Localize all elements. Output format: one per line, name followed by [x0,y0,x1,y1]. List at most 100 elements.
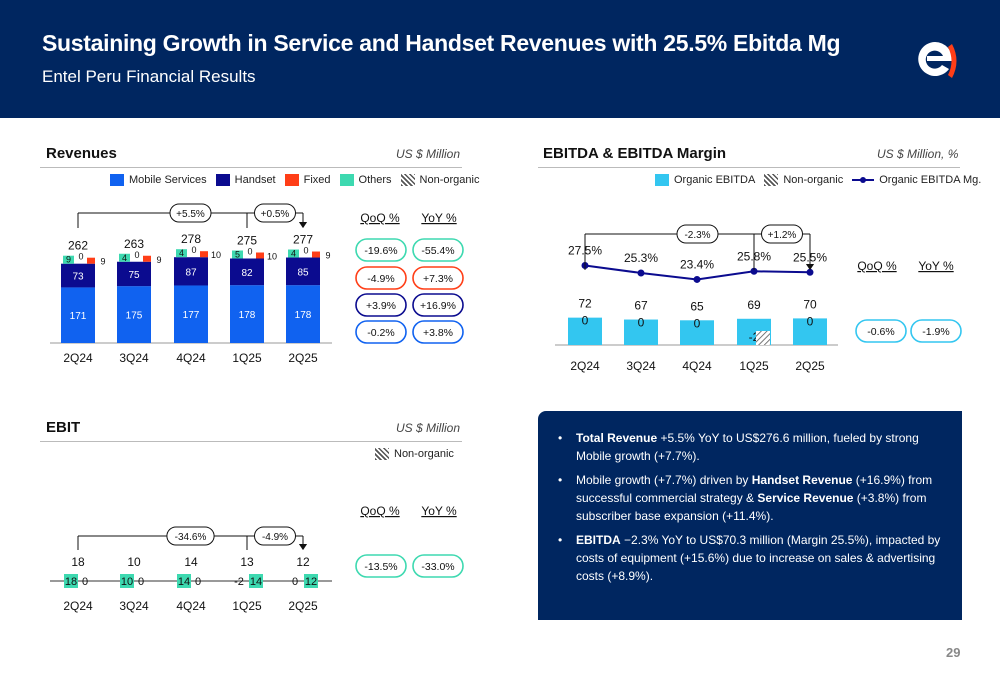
ebit-bar [64,574,78,588]
summary-bullet-revenue: Total Revenue +5.5% YoY to US$276.6 mill… [558,429,944,465]
summary-bullet-mobile: Mobile growth (+7.7%) driven by Handset … [558,471,944,525]
rev-bar-others [119,253,130,262]
rev-qoq-pill-label: +3.9% [366,300,396,312]
rev-bar-handset [174,257,208,286]
ebit-growth-yoy-pill [166,526,215,546]
ebit-nonorganic-label: 0 [82,576,88,588]
ebitda-growth-yoy-pill [676,224,719,244]
ebit-bar [249,574,263,588]
rev-mobile-label: 178 [295,310,312,321]
bullet-text: (+3.8%) from subscriber base expansion (… [576,491,927,523]
ebitda-total-label: 69 [747,298,761,312]
rev-qoq-pill-label: -19.6% [364,245,397,257]
rev-bar-others [176,249,187,258]
ebit-total-label: 10 [127,555,141,569]
ebitda-legend: Organic EBITDA Non-organic Organic EBITD… [655,174,990,186]
ebit-category-label: 2Q25 [288,599,318,613]
ebitda-category-label: 2Q25 [795,359,825,373]
ebit-growth-qoq-pill [254,526,296,546]
rev-mobile-label: 171 [70,311,87,322]
rev-category-label: 1Q25 [232,351,262,365]
rev-qoq-pill [355,266,407,290]
rev-bar-others [63,255,74,264]
rev-nonorganic-label: 0 [78,252,83,262]
rev-handset-label: 73 [72,272,84,283]
ebitda-total-label: 72 [578,297,592,311]
rev-fixed-label: 10 [267,252,277,262]
rev-qoq-pill-label: -4.9% [367,273,394,285]
rev-fixed-label: 10 [211,250,221,260]
legend-mobile-services: Mobile Services [110,174,207,186]
ebitda-margin-label: 25.3% [624,251,658,265]
rev-others-label: 4 [122,253,127,263]
rev-others-label: 5 [235,250,240,260]
legend-label: Organic EBITDA [674,174,756,186]
rev-total-label: 278 [181,232,201,246]
rev-bar-mobile [117,286,151,343]
rev-mobile-label: 177 [183,310,200,321]
rev-bar-mobile [61,287,95,343]
ebit-qoq-pill [355,554,407,578]
legend-label: Non-organic [783,174,844,186]
ebitda-category-label: 3Q24 [626,359,656,373]
ebit-category-label: 4Q24 [176,599,206,613]
ebitda-growth-yoy-arrow [806,264,814,270]
ebit-nonorganic-label: 0 [195,576,201,588]
rev-total-label: 262 [68,239,88,253]
revenues-legend: Mobile Services Handset Fixed Others Non… [110,174,488,186]
rev-yoy-pill-label: +7.3% [423,273,453,285]
rev-fixed-label: 9 [100,257,105,267]
rev-handset-label: 87 [185,267,197,278]
ebit-qoq-pill-label: -13.5% [364,561,397,573]
ebitda-growth-yoy-label: -2.3% [684,230,710,241]
rev-bar-handset [117,261,151,287]
ebit-category-label: 3Q24 [119,599,149,613]
ebit-unit: US $ Million [396,421,461,435]
ebitda-margin-point [806,268,814,276]
ebit-nonorganic-label: 0 [138,576,144,588]
rev-total-label: 275 [237,234,257,248]
rev-handset-label: 85 [297,267,309,278]
ebit-title: EBIT [46,419,81,436]
legend-label: Non-organic [394,448,454,460]
rev-growth-qoq-arrow [299,222,307,228]
legend-label: Handset [234,174,276,186]
ebit-bar [304,574,318,588]
ebitda-growth-qoq-arrow [806,264,814,270]
ebitda-qoq-header: QoQ % [857,259,897,273]
rev-category-label: 2Q24 [63,351,93,365]
ebit-bar [120,574,134,588]
ebit-yoy-header: YoY % [421,504,457,518]
others-swatch [339,174,354,186]
rev-nonorganic-label: 0 [303,246,308,256]
bold-text: EBITDA [576,533,621,547]
ebitda-margin-line [584,264,811,281]
ebitda-margin-point [750,267,758,275]
ebitda-bar-organic [793,318,827,345]
ebitda-margin-label: 27.5% [568,244,602,258]
page-subtitle: Entel Peru Financial Results [42,67,256,86]
rev-fixed-label: 9 [156,255,161,265]
legend-non-organic: Non-organic [400,174,479,186]
ebitda-bar-organic [680,320,714,345]
ebitda-margin-point [637,269,645,277]
ebitda-total-label: 67 [634,299,648,313]
ebit-category-label: 1Q25 [232,599,262,613]
bold-text: Total Revenue [576,431,658,445]
rev-yoy-pill-label: -55.4% [421,245,454,257]
rev-bar-others [232,250,243,259]
summary-box: Total Revenue +5.5% YoY to US$276.6 mill… [538,411,962,620]
non-organic-swatch [375,448,389,460]
ebitda-margin-label: 25.8% [737,249,771,263]
ebitda-margin-point [581,262,589,269]
bold-text: Handset Revenue [751,473,853,487]
ebitda-category-label: 1Q25 [739,359,769,373]
ebit-nonorganic-label: -2 [234,576,244,588]
rev-growth-qoq-label: +0.5% [261,209,290,220]
ebit-total-label: 12 [296,555,310,569]
ebitda-nonorganic-label: 0 [582,314,589,328]
rev-yoy-header: YoY % [421,211,457,225]
ebitda-bar-organic [568,317,602,345]
rev-mobile-label: 175 [126,311,143,322]
ebitda-bar-nonorganic [756,331,770,345]
